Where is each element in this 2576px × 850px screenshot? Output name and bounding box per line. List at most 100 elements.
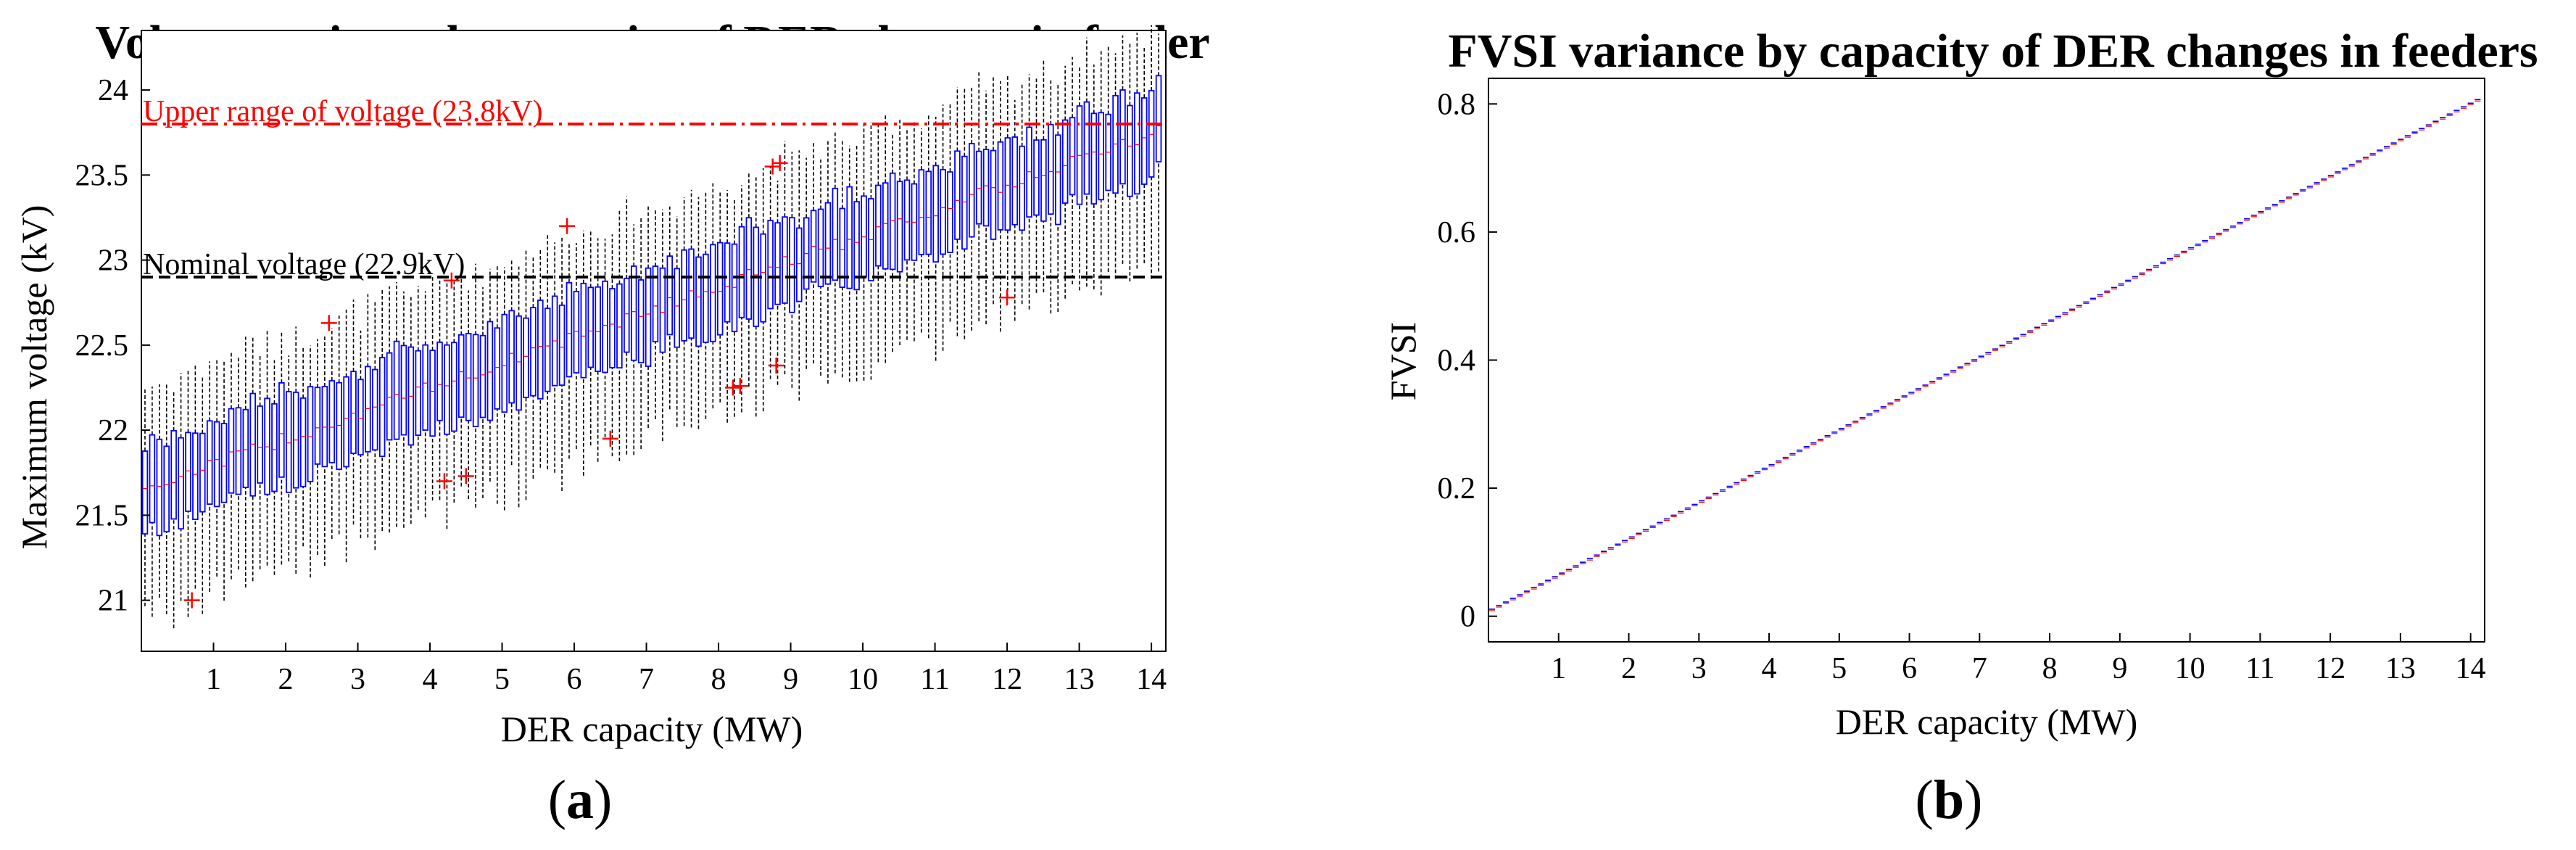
panel-a-box-body bbox=[573, 291, 580, 374]
panel-b-box bbox=[2363, 157, 2369, 160]
panel-a-outlier bbox=[724, 379, 741, 396]
panel-b-box bbox=[1929, 381, 1936, 384]
panel-a-box-body bbox=[228, 408, 235, 494]
panel-a-x-label: DER capacity (MW) bbox=[501, 709, 803, 749]
panel-a-y-label: Maximum voltage (kV) bbox=[14, 205, 54, 550]
panel-b-box bbox=[1901, 395, 1908, 398]
panel-a-box-body bbox=[328, 380, 336, 463]
panel-a-box bbox=[1083, 37, 1090, 287]
panel-a-box bbox=[386, 286, 393, 533]
panel-b-box bbox=[2048, 319, 2055, 322]
panel-a-box-body bbox=[271, 403, 278, 492]
panel-b-box bbox=[2432, 120, 2439, 123]
panel-b-box bbox=[2041, 323, 2047, 326]
panel-a-box-body bbox=[666, 255, 674, 336]
panel-a-box bbox=[1048, 78, 1054, 314]
panel-b-box bbox=[2314, 182, 2320, 185]
panel-a-box-body bbox=[903, 179, 911, 261]
panel-a-box-body bbox=[968, 143, 975, 238]
panel-a-box bbox=[1119, 35, 1126, 264]
panel-a-box-body bbox=[465, 333, 472, 421]
panel-b-box bbox=[1761, 467, 1768, 471]
panel-a-box bbox=[1019, 83, 1025, 305]
panel-a-box bbox=[659, 209, 666, 442]
panel-b-letter: b bbox=[1934, 769, 1964, 830]
panel-a-x-tick-label: 7 bbox=[639, 663, 654, 696]
panel-a-box bbox=[192, 363, 199, 589]
panel-a-box bbox=[415, 286, 422, 510]
panel-a-outlier bbox=[768, 358, 784, 374]
panel-b-y-tick-label: 0.4 bbox=[1438, 344, 1476, 378]
panel-b-box bbox=[2195, 243, 2201, 247]
panel-a-box bbox=[530, 257, 537, 479]
panel-a-box bbox=[595, 238, 601, 462]
panel-a-y-ticks: 21 21.5 22 22.5 23 23.5 24 bbox=[75, 74, 150, 618]
panel-b-box bbox=[2377, 149, 2383, 152]
panel-a-box-body bbox=[1127, 104, 1133, 197]
panel-a-box bbox=[235, 357, 242, 570]
panel-b-box bbox=[2285, 197, 2293, 199]
panel-a-x-tick-label: 2 bbox=[278, 663, 294, 696]
panel-a-box-body bbox=[853, 201, 860, 291]
panel-b-box bbox=[1712, 492, 1719, 496]
panel-b-box bbox=[1538, 583, 1544, 586]
panel-a-box-body bbox=[494, 327, 501, 410]
panel-a-outlier bbox=[999, 289, 1016, 306]
panel-a-x-tick-label: 13 bbox=[1064, 663, 1095, 696]
panel-a-box bbox=[853, 145, 860, 381]
panel-a-box bbox=[782, 141, 788, 375]
panel-b-box bbox=[1607, 547, 1614, 550]
panel-b-box bbox=[2265, 207, 2271, 210]
panel-a-box bbox=[839, 139, 846, 378]
panel-a-outlier bbox=[183, 592, 200, 608]
panel-a-box-body bbox=[652, 265, 659, 342]
panel-a-box bbox=[695, 197, 702, 429]
panel-a-outlier bbox=[436, 473, 452, 490]
panel-a-box bbox=[321, 336, 328, 566]
panel-a-box-body bbox=[918, 169, 925, 255]
panel-b-box bbox=[2293, 193, 2299, 196]
panel-a-box-body bbox=[307, 386, 314, 482]
panel-a-box bbox=[228, 351, 235, 579]
panel-a-box bbox=[997, 81, 1004, 332]
panel-a-box-body bbox=[444, 344, 450, 435]
panel-b-x-tick-label: 11 bbox=[2245, 652, 2274, 685]
panel-b-box bbox=[1657, 521, 1663, 524]
panel-b-box bbox=[1517, 594, 1523, 597]
panel-b-box bbox=[1999, 344, 2005, 347]
panel-a-box bbox=[1148, 25, 1155, 279]
panel-a-box bbox=[652, 209, 659, 419]
panel-b-box bbox=[1503, 601, 1509, 604]
panel-a-box-body bbox=[350, 371, 357, 454]
panel-b-box bbox=[2467, 102, 2474, 105]
panel-a-box bbox=[371, 300, 378, 550]
panel-a-box-body bbox=[774, 222, 781, 305]
panel-a-x-tick-label: 12 bbox=[992, 663, 1022, 696]
panel-a-box bbox=[940, 104, 946, 351]
panel-a-box-body bbox=[213, 421, 220, 508]
panel-a-box-body bbox=[378, 357, 386, 458]
panel-a-box bbox=[896, 118, 903, 346]
panel-b-box bbox=[2181, 250, 2187, 254]
panel-b-title: FVSI variance by capacity of DER changes… bbox=[1448, 25, 2538, 78]
panel-a-outlier bbox=[732, 378, 748, 395]
panel-b-box bbox=[2369, 153, 2376, 156]
panel-a-box bbox=[393, 281, 400, 527]
panel-a-box-body bbox=[975, 150, 982, 225]
panel-a-box bbox=[961, 87, 968, 339]
panel-b-box bbox=[2390, 142, 2397, 145]
panel-b-box bbox=[1734, 482, 1740, 485]
panel-a-axes-frame bbox=[141, 30, 1167, 652]
panel-b-box bbox=[2404, 135, 2411, 138]
panel-b-box bbox=[2174, 254, 2180, 257]
panel-b-box bbox=[2139, 272, 2145, 276]
panel-b-box bbox=[1601, 550, 1607, 553]
panel-b-box bbox=[1803, 445, 1810, 449]
panel-a-chart: Voltage variance by capacity of DER chan… bbox=[14, 16, 1210, 830]
panel-b-box bbox=[2034, 326, 2040, 329]
panel-b-box bbox=[2229, 225, 2236, 228]
panel-a-box bbox=[350, 299, 357, 525]
panel-a-box bbox=[1140, 46, 1148, 263]
panel-b-box bbox=[1586, 558, 1593, 561]
